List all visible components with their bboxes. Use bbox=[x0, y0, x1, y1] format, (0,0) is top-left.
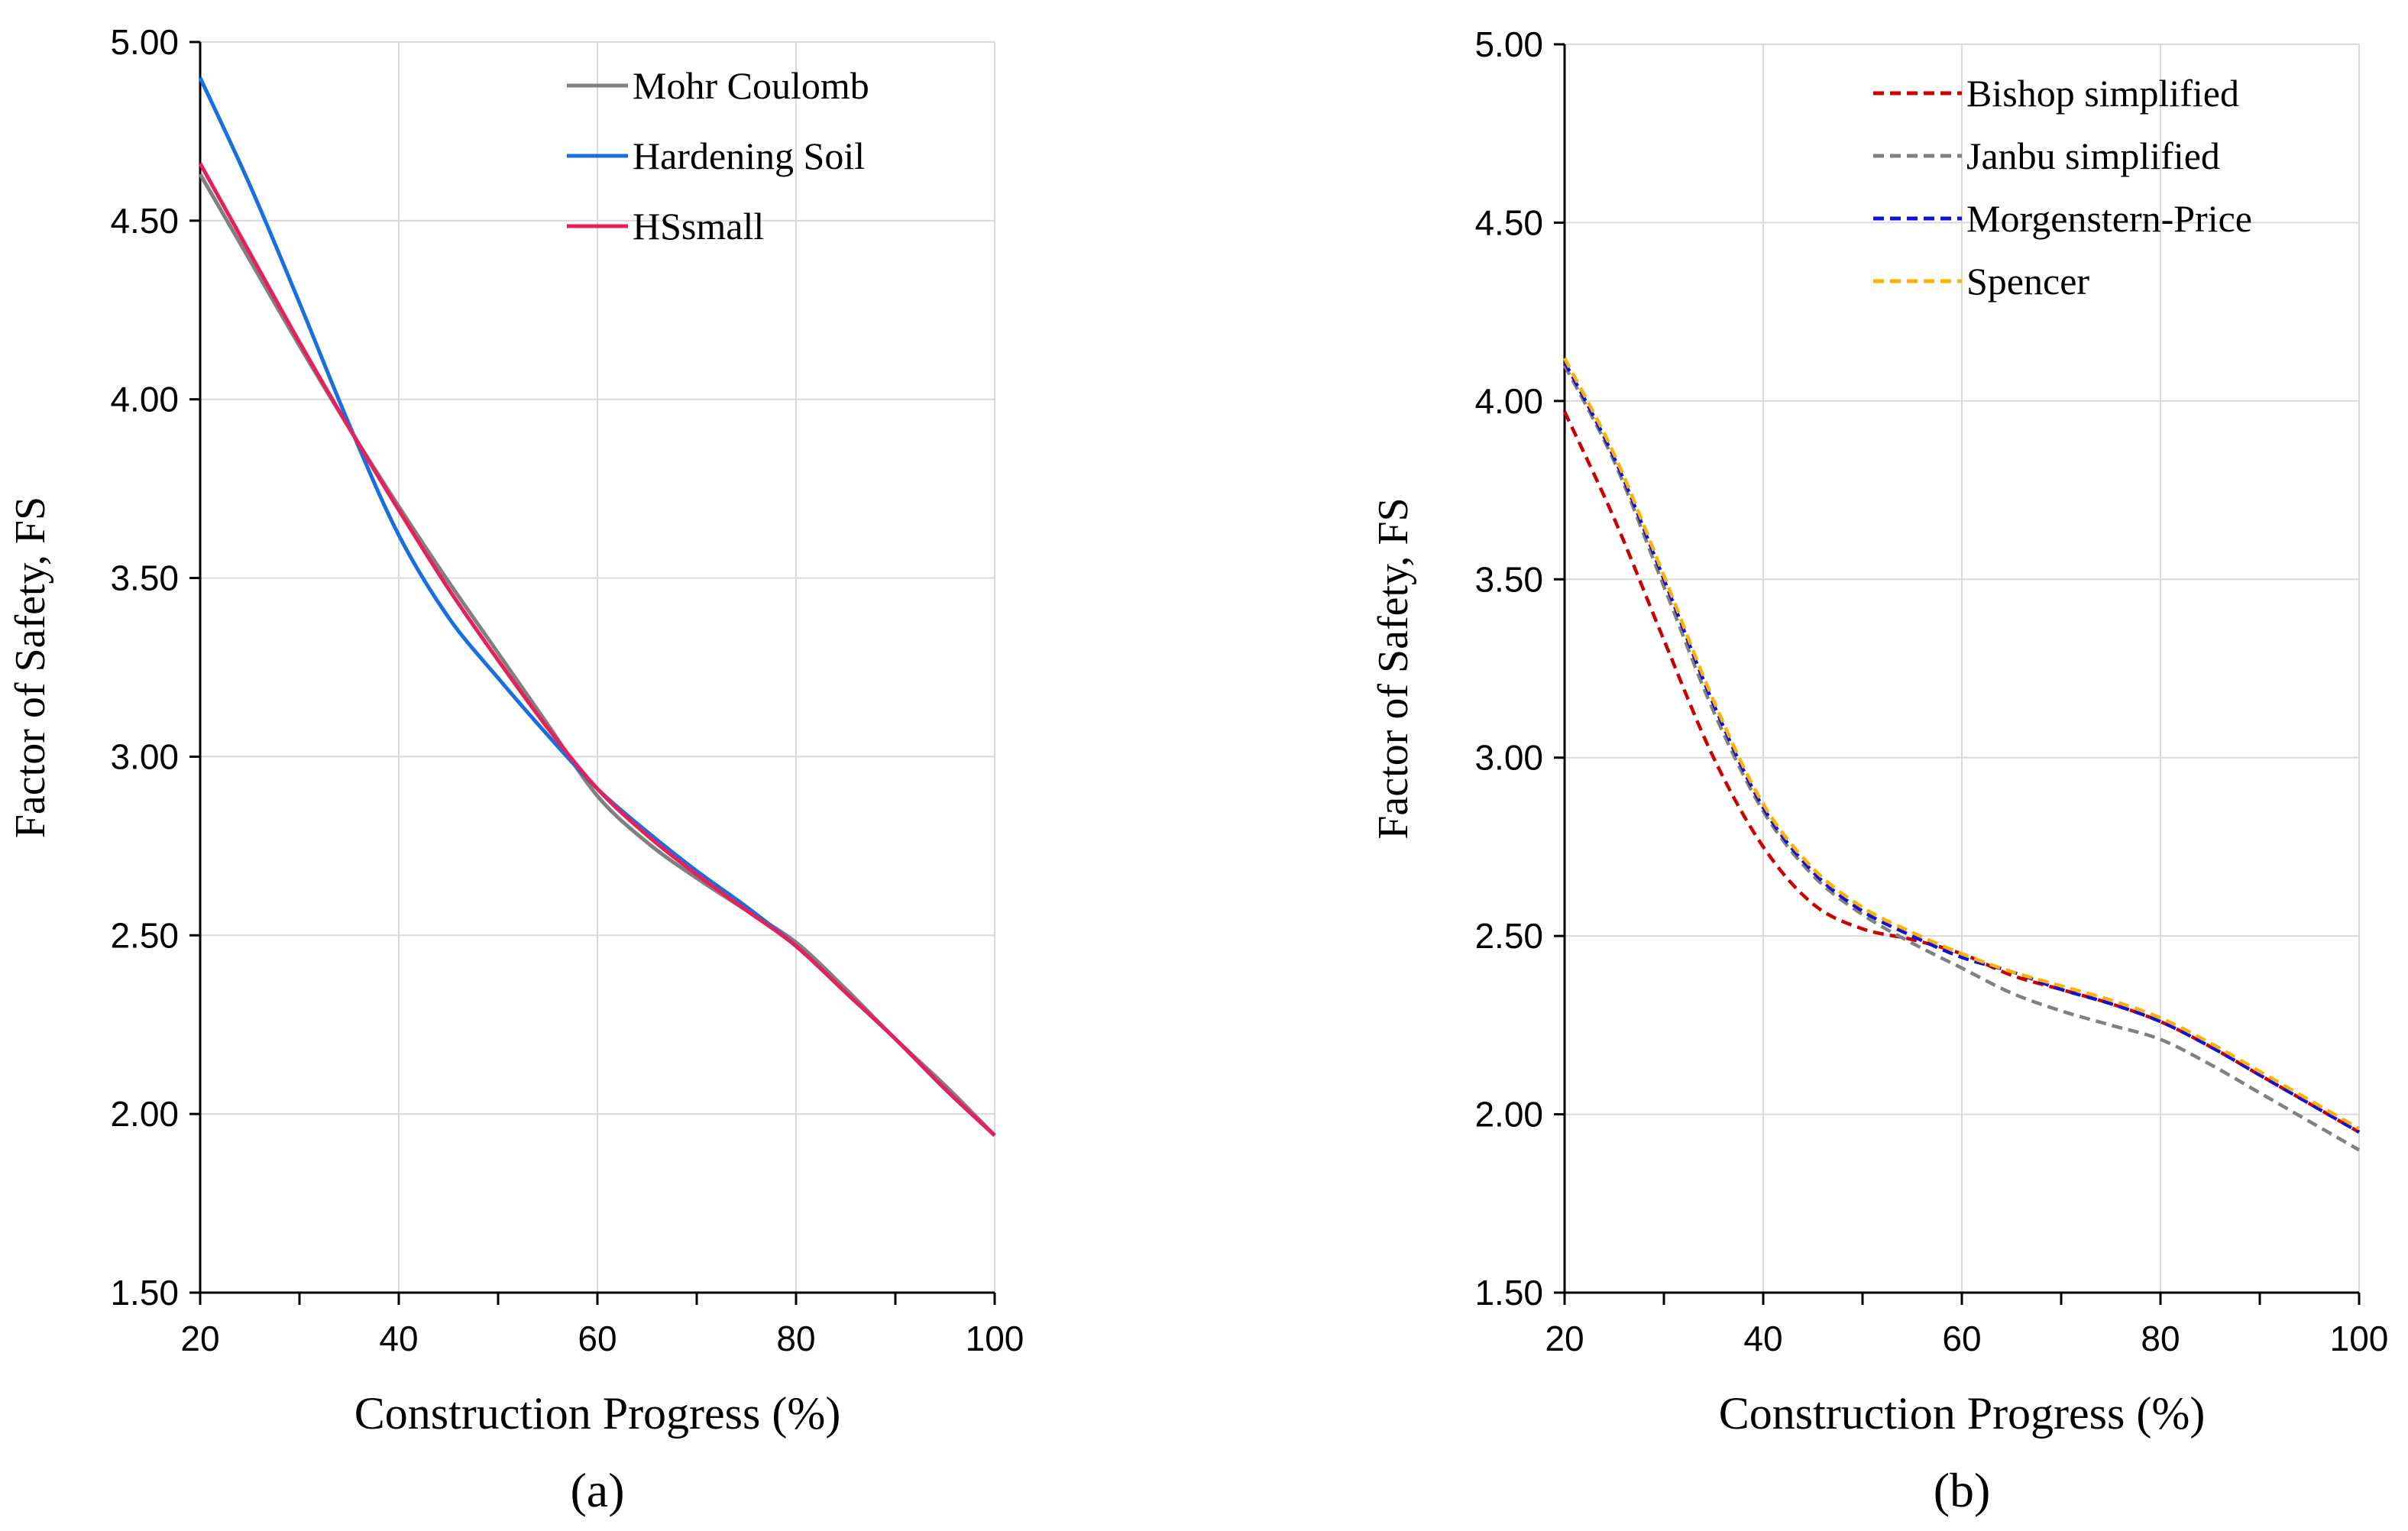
legend: Bishop simplified Janbu simplified Morgens… bbox=[1873, 72, 2252, 303]
x-tick-label: 100 bbox=[2330, 1319, 2389, 1358]
x-tick-label: 40 bbox=[379, 1319, 418, 1358]
x-axis-title: Construction Progress (%) bbox=[354, 1388, 841, 1439]
x-tick-label: 100 bbox=[966, 1319, 1024, 1358]
gridlines bbox=[1565, 44, 2360, 1293]
series-line-hssmall bbox=[198, 162, 996, 1138]
legend-label-janbu-simplified: Janbu simplified bbox=[1966, 134, 2220, 177]
x-tick-label: 40 bbox=[1743, 1319, 1782, 1358]
y-axis-title: Factor of Safety, FS bbox=[1370, 497, 1417, 839]
legend-label-hardening-soil: Hardening Soil bbox=[633, 134, 865, 177]
x-tick-label: 20 bbox=[180, 1319, 219, 1358]
y-tick-label: 2.50 bbox=[110, 915, 179, 955]
series-line-bishop-simplified bbox=[1562, 410, 2361, 1134]
x-tick-label: 80 bbox=[2141, 1319, 2180, 1358]
x-tick-label: 60 bbox=[578, 1319, 617, 1358]
legend-label-hssmall: HSsmall bbox=[633, 205, 764, 248]
y-tick-label: 4.00 bbox=[1474, 381, 1543, 421]
y-tick-label: 3.50 bbox=[110, 558, 179, 598]
y-tick-label: 4.50 bbox=[1474, 202, 1543, 242]
y-tick-label: 1.50 bbox=[110, 1273, 179, 1313]
y-tick-label: 1.50 bbox=[1474, 1273, 1543, 1313]
x-tick-label: 20 bbox=[1545, 1319, 1584, 1358]
legend-label-morgenstern-price: Morgenstern-Price bbox=[1966, 197, 2252, 240]
legend-label-mohr-coulomb: Mohr Coulomb bbox=[633, 64, 869, 107]
chart-panel-a: 1.50 2.00 2.50 3.00 3.50 4.00 4.50 5.00 20 40 60 80… bbox=[7, 22, 1024, 1517]
y-tick-label: 2.00 bbox=[110, 1094, 179, 1134]
x-tick-label: 60 bbox=[1942, 1319, 1981, 1358]
legend-label-bishop-simplified: Bishop simplified bbox=[1966, 72, 2239, 115]
gridlines bbox=[200, 41, 995, 1293]
series-lines bbox=[198, 76, 996, 1138]
legend: Mohr Coulomb Hardening Soil HSsmall bbox=[567, 64, 869, 248]
y-tick-label: 3.50 bbox=[1474, 559, 1543, 599]
y-tick-label: 3.00 bbox=[110, 736, 179, 776]
chart-panel-b: 1.50 2.00 2.50 3.00 3.50 4.00 4.50 5.00 20 40 60 80… bbox=[1370, 24, 2388, 1517]
y-tick-label: 5.00 bbox=[110, 22, 179, 62]
y-tick-label: 3.00 bbox=[1474, 738, 1543, 778]
y-tick-label: 5.00 bbox=[1474, 24, 1543, 64]
y-tick-label: 4.50 bbox=[110, 201, 179, 241]
y-tick-label: 4.00 bbox=[110, 380, 179, 419]
legend-label-spencer: Spencer bbox=[1966, 260, 2089, 303]
panel-caption: (a) bbox=[570, 1463, 624, 1517]
x-axis-title: Construction Progress (%) bbox=[1719, 1388, 2206, 1439]
series-line-spencer bbox=[1563, 357, 2361, 1131]
y-tick-label: 2.00 bbox=[1474, 1095, 1543, 1134]
x-tick-label: 80 bbox=[776, 1319, 815, 1358]
y-tick-label: 2.50 bbox=[1474, 916, 1543, 956]
series-line-janbu-simplified bbox=[1563, 364, 2361, 1152]
y-axis-title: Factor of Safety, FS bbox=[7, 497, 54, 838]
panel-caption: (b) bbox=[1934, 1463, 1991, 1517]
series-lines bbox=[1562, 357, 2361, 1152]
